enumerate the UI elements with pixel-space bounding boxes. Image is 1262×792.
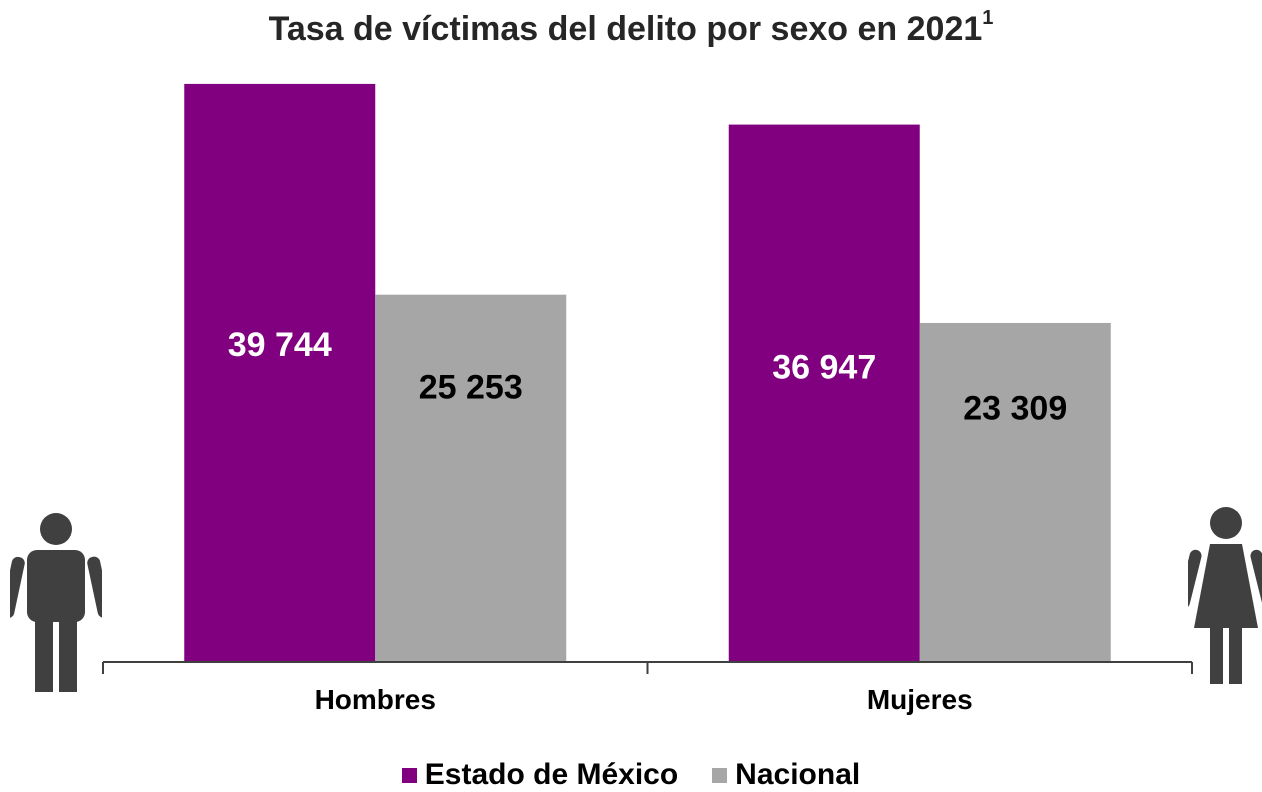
legend-entry-nacional: Nacional — [712, 758, 860, 792]
bars-layer — [184, 83, 1111, 662]
chart-legend: Estado de México Nacional — [0, 758, 1262, 792]
chart-title-footnote: 1 — [982, 6, 994, 29]
data-labels-layer: 39 744 25 253 36 947 23 309 — [228, 326, 1068, 428]
data-label-mujeres-nacional: 23 309 — [963, 390, 1067, 428]
legend-swatch-nacional — [712, 767, 728, 783]
woman-icon — [1188, 507, 1262, 684]
man-icon — [10, 513, 102, 692]
legend-label-estado: Estado de México — [424, 758, 679, 791]
data-label-hombres-estado: 39 744 — [228, 326, 332, 364]
x-tick-label-mujeres: Mujeres — [867, 684, 973, 715]
data-label-mujeres-estado: 36 947 — [772, 348, 876, 386]
chart-title: Tasa de víctimas del delito por sexo en … — [0, 6, 1262, 49]
legend-swatch-estado — [401, 767, 417, 783]
legend-label-nacional: Nacional — [735, 758, 861, 791]
chart-title-text: Tasa de víctimas del delito por sexo en … — [268, 10, 983, 48]
legend-entry-estado: Estado de México — [401, 758, 679, 792]
bar-mujeres-estado — [728, 124, 920, 662]
x-tick-label-hombres: Hombres — [315, 684, 436, 715]
bar-mujeres-nacional — [919, 322, 1111, 662]
data-label-hombres-nacional: 25 253 — [419, 369, 523, 407]
bar-hombres-nacional — [375, 294, 567, 662]
x-axis: Hombres Mujeres — [102, 661, 1193, 715]
bar-hombres-estado — [184, 83, 376, 662]
